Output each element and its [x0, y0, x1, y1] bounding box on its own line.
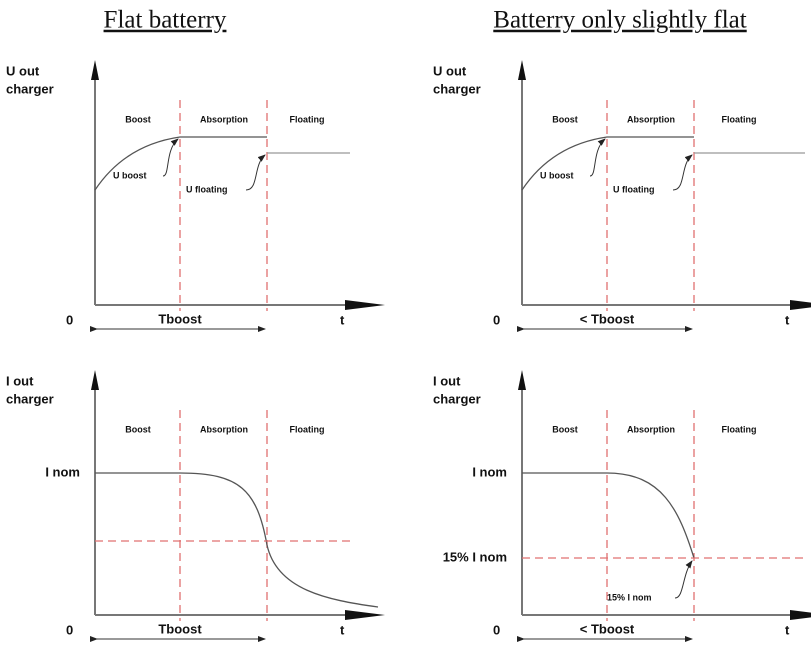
phase-label: Absorption [627, 424, 675, 434]
phase-label: Absorption [200, 114, 248, 124]
x-arrow [790, 610, 811, 620]
y-arrow [518, 370, 526, 390]
phase-label: Floating [722, 424, 757, 434]
axis-label: charger [433, 391, 481, 406]
column-title: Flat batterry [104, 7, 227, 34]
annotation: U floating [613, 184, 655, 194]
level-label: I nom [45, 464, 80, 479]
y-arrow [91, 370, 99, 390]
annotation-arrow [245, 154, 266, 191]
x-arrow [345, 300, 385, 310]
annotation-arrow [162, 138, 179, 177]
time-label: t [340, 312, 345, 327]
phase-label: Floating [290, 424, 325, 434]
x-arrow [345, 610, 385, 620]
y-arrow [91, 60, 99, 80]
origin-label: 0 [493, 622, 500, 637]
time-label: t [785, 622, 790, 637]
span-label: Tboost [158, 621, 202, 636]
voltage-curve [94, 136, 267, 191]
annotation-arrow [674, 560, 693, 599]
span-label: < Tboost [580, 621, 635, 636]
origin-label: 0 [66, 312, 73, 327]
phase-label: Absorption [200, 424, 248, 434]
phase-label: Floating [290, 114, 325, 124]
current-curve [522, 472, 695, 559]
span-label: < Tboost [580, 311, 635, 326]
voltage-curve [521, 136, 694, 191]
annotation: 15% I nom [607, 592, 652, 602]
phase-label: Boost [552, 424, 578, 434]
annotation: U boost [113, 170, 147, 180]
x-arrow [790, 300, 811, 310]
phase-label: Boost [552, 114, 578, 124]
time-label: t [785, 312, 790, 327]
axis-label: I out [6, 373, 34, 388]
axis-label: charger [6, 391, 54, 406]
origin-label: 0 [66, 622, 73, 637]
y-arrow [518, 60, 526, 80]
level-label: 15% I nom [443, 549, 507, 564]
axis-label: U out [433, 63, 467, 78]
origin-label: 0 [493, 312, 500, 327]
current-curve [95, 472, 379, 608]
annotation-arrow [672, 154, 693, 191]
span-label: Tboost [158, 311, 202, 326]
phase-label: Absorption [627, 114, 675, 124]
column-title: Batterry only slightly flat [493, 7, 746, 34]
axis-label: U out [6, 63, 40, 78]
phase-label: Boost [125, 114, 151, 124]
phase-label: Boost [125, 424, 151, 434]
time-label: t [340, 622, 345, 637]
annotation: U boost [540, 170, 574, 180]
level-label: I nom [472, 464, 507, 479]
axis-label: charger [6, 81, 54, 96]
axis-label: I out [433, 373, 461, 388]
axis-label: charger [433, 81, 481, 96]
phase-label: Floating [722, 114, 757, 124]
annotation-arrow [589, 138, 606, 177]
annotation: U floating [186, 184, 228, 194]
